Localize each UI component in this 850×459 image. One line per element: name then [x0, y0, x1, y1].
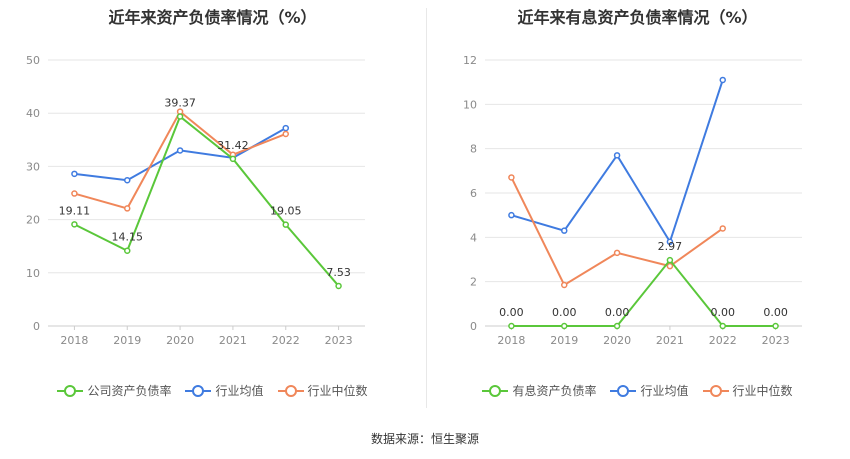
data-point — [719, 322, 726, 330]
y-tick-label: 2 — [470, 276, 477, 289]
chart-title: 近年来有息资产负债率情况（%） — [517, 8, 758, 27]
data-point — [508, 174, 515, 181]
y-tick-label: 8 — [470, 143, 477, 156]
y-tick-label: 50 — [26, 54, 40, 67]
data-point — [613, 322, 621, 330]
legend-swatch — [185, 384, 212, 397]
y-tick-label: 6 — [470, 187, 477, 200]
legend-label: 行业中位数 — [732, 384, 793, 398]
data-point — [124, 176, 131, 184]
data-point — [71, 190, 78, 197]
y-tick-label: 20 — [26, 214, 40, 227]
y-tick-label: 10 — [26, 267, 40, 280]
x-tick-label: 2019 — [550, 334, 578, 347]
data-point — [282, 130, 289, 138]
legend-swatch — [610, 384, 637, 397]
legend-label: 行业均值 — [640, 384, 689, 398]
data-point — [561, 322, 568, 330]
y-tick-label: 4 — [470, 231, 477, 244]
data-point — [561, 227, 568, 234]
data-label: 31.42 — [217, 139, 249, 152]
data-point — [229, 155, 237, 163]
data-point — [176, 147, 184, 154]
panel-divider — [426, 8, 427, 408]
legend-label: 行业中位数 — [307, 384, 368, 398]
y-tick-label: 0 — [33, 320, 40, 333]
legend-item[interactable]: 有息资产负债率 — [482, 382, 596, 399]
series-line — [74, 127, 287, 182]
x-tick-label: 2022 — [709, 334, 737, 347]
legend-swatch — [702, 384, 729, 397]
data-source-note: 数据来源：恒生聚源 — [370, 432, 479, 446]
x-tick-label: 2018 — [497, 334, 525, 347]
data-label: 19.05 — [270, 205, 302, 218]
legend-item[interactable]: 行业中位数 — [277, 382, 368, 399]
x-tick-label: 2020 — [166, 334, 194, 347]
data-point — [508, 211, 515, 219]
x-tick-label: 2021 — [219, 334, 247, 347]
data-point — [282, 124, 289, 132]
data-point — [124, 247, 131, 254]
chart-legend: 有息资产负债率 行业均值 行业中位数 — [425, 382, 850, 399]
data-point — [772, 322, 779, 330]
chart-panel-interest-debt-ratio: 近年来有息资产负债率情况（%） 0 2 4 6 8 10 12 2018 2019 2020 202… — [425, 0, 850, 420]
legend-item[interactable]: 公司资产负债率 — [57, 382, 171, 399]
series-line — [510, 177, 724, 287]
data-point — [613, 152, 621, 159]
chart-panel-debt-ratio: 近年来资产负债率情况（%） 0 10 20 30 40 50 2018 2019 2020 202… — [0, 0, 425, 420]
x-tick-label: 2018 — [60, 334, 88, 347]
data-point — [71, 170, 78, 178]
x-tick-label: 2023 — [325, 334, 353, 347]
legend-swatch — [482, 384, 509, 397]
data-point — [561, 281, 568, 289]
data-label: 0.00 — [552, 306, 577, 319]
data-point — [613, 249, 621, 257]
data-label: 39.37 — [164, 97, 196, 110]
data-point — [124, 205, 131, 212]
chart-plot-interest-debt-ratio: 0 2 4 6 8 10 12 2018 2019 2020 2021 2022 2023 0.00 0.0… — [463, 54, 802, 347]
data-label: 14.15 — [112, 231, 144, 244]
x-tick-label: 2021 — [656, 334, 684, 347]
data-label: 0.00 — [605, 306, 630, 319]
y-tick-label: 12 — [463, 54, 477, 67]
data-label: 19.11 — [59, 204, 91, 217]
data-point — [508, 322, 515, 330]
x-tick-label: 2019 — [113, 334, 141, 347]
legend-item[interactable]: 行业均值 — [185, 382, 264, 399]
legend-swatch — [277, 384, 304, 397]
data-point — [176, 113, 184, 120]
data-label: 0.00 — [499, 306, 524, 319]
series-line — [511, 258, 776, 327]
chart-legend: 公司资产负债率 行业均值 行业中位数 — [0, 382, 425, 399]
data-point — [71, 221, 78, 228]
data-point — [335, 282, 342, 290]
legend-item[interactable]: 行业均值 — [610, 382, 689, 399]
y-tick-label: 10 — [463, 98, 477, 111]
data-point — [666, 238, 674, 246]
data-point — [719, 76, 726, 84]
legend-label: 公司资产负债率 — [87, 384, 172, 398]
series-line — [73, 114, 340, 287]
y-tick-label: 0 — [470, 320, 477, 333]
x-tick-label: 2023 — [762, 334, 790, 347]
data-label: 0.00 — [711, 306, 736, 319]
data-point — [719, 225, 726, 232]
data-point — [282, 221, 289, 228]
data-label: 7.53 — [326, 266, 351, 279]
legend-label: 有息资产负债率 — [512, 384, 597, 398]
chart-plot-debt-ratio: 0 10 20 30 40 50 2018 2019 2020 2021 2022 2023 19.11… — [26, 54, 365, 347]
legend-label: 行业均值 — [215, 384, 264, 398]
legend-item[interactable]: 行业中位数 — [702, 382, 793, 399]
y-tick-label: 30 — [26, 160, 40, 173]
series-line — [74, 110, 287, 210]
legend-swatch — [57, 384, 84, 397]
x-tick-label: 2022 — [272, 334, 300, 347]
data-label: 0.00 — [763, 306, 788, 319]
data-point — [666, 262, 674, 270]
y-tick-label: 40 — [26, 107, 40, 120]
data-label: 2.97 — [658, 240, 683, 253]
data-point — [666, 256, 674, 264]
chart-title: 近年来资产负债率情况（%） — [108, 8, 317, 27]
x-tick-label: 2020 — [603, 334, 631, 347]
